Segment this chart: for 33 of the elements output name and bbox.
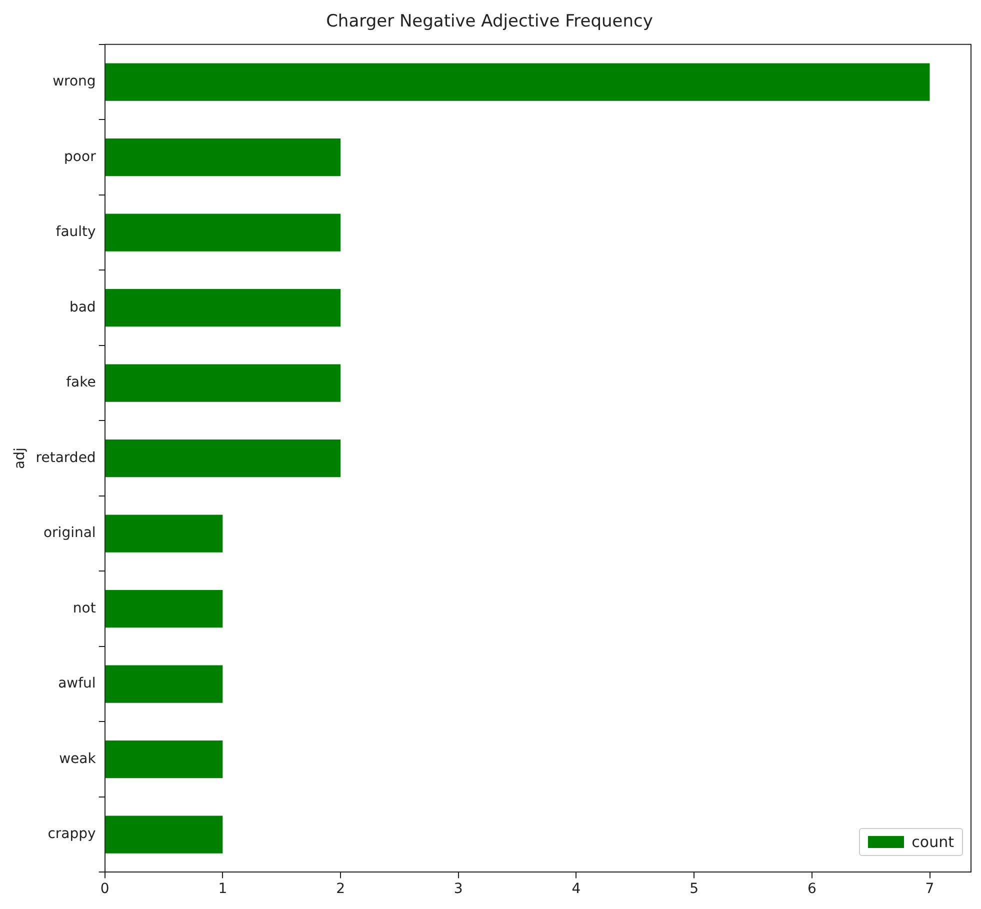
y-tick-label: faulty (56, 224, 96, 240)
bar (105, 590, 223, 628)
y-tick-label: fake (66, 374, 96, 391)
bar (105, 364, 341, 402)
bar (105, 740, 223, 778)
y-axis-title: adj (12, 448, 28, 469)
chart-title: Charger Negative Adjective Frequency (326, 12, 653, 32)
bar (105, 816, 223, 854)
x-tick-label: 7 (925, 881, 934, 898)
bar (105, 665, 223, 703)
bar (105, 214, 341, 252)
y-tick-label: poor (64, 148, 96, 165)
y-tick-label: weak (59, 750, 97, 767)
x-tick-label: 4 (572, 881, 581, 898)
y-tick-label: original (43, 525, 96, 542)
bar (105, 138, 341, 176)
bar (105, 63, 930, 101)
x-tick-label: 6 (807, 881, 816, 898)
x-tick-label: 5 (690, 881, 699, 898)
y-tick-label: wrong (52, 74, 96, 90)
bar (105, 439, 341, 478)
legend-label: count (912, 833, 954, 852)
y-tick-label: bad (69, 299, 96, 316)
x-tick-label: 0 (100, 881, 110, 898)
y-tick-label: awful (58, 676, 96, 692)
y-tick-label: not (72, 600, 96, 616)
bar (105, 288, 341, 327)
x-tick-label: 3 (454, 881, 463, 898)
y-tick-label: crappy (48, 826, 96, 842)
x-tick-label: 1 (218, 881, 228, 898)
bar (105, 514, 223, 552)
y-tick-label: retarded (36, 450, 96, 466)
x-tick-label: 2 (336, 881, 345, 898)
